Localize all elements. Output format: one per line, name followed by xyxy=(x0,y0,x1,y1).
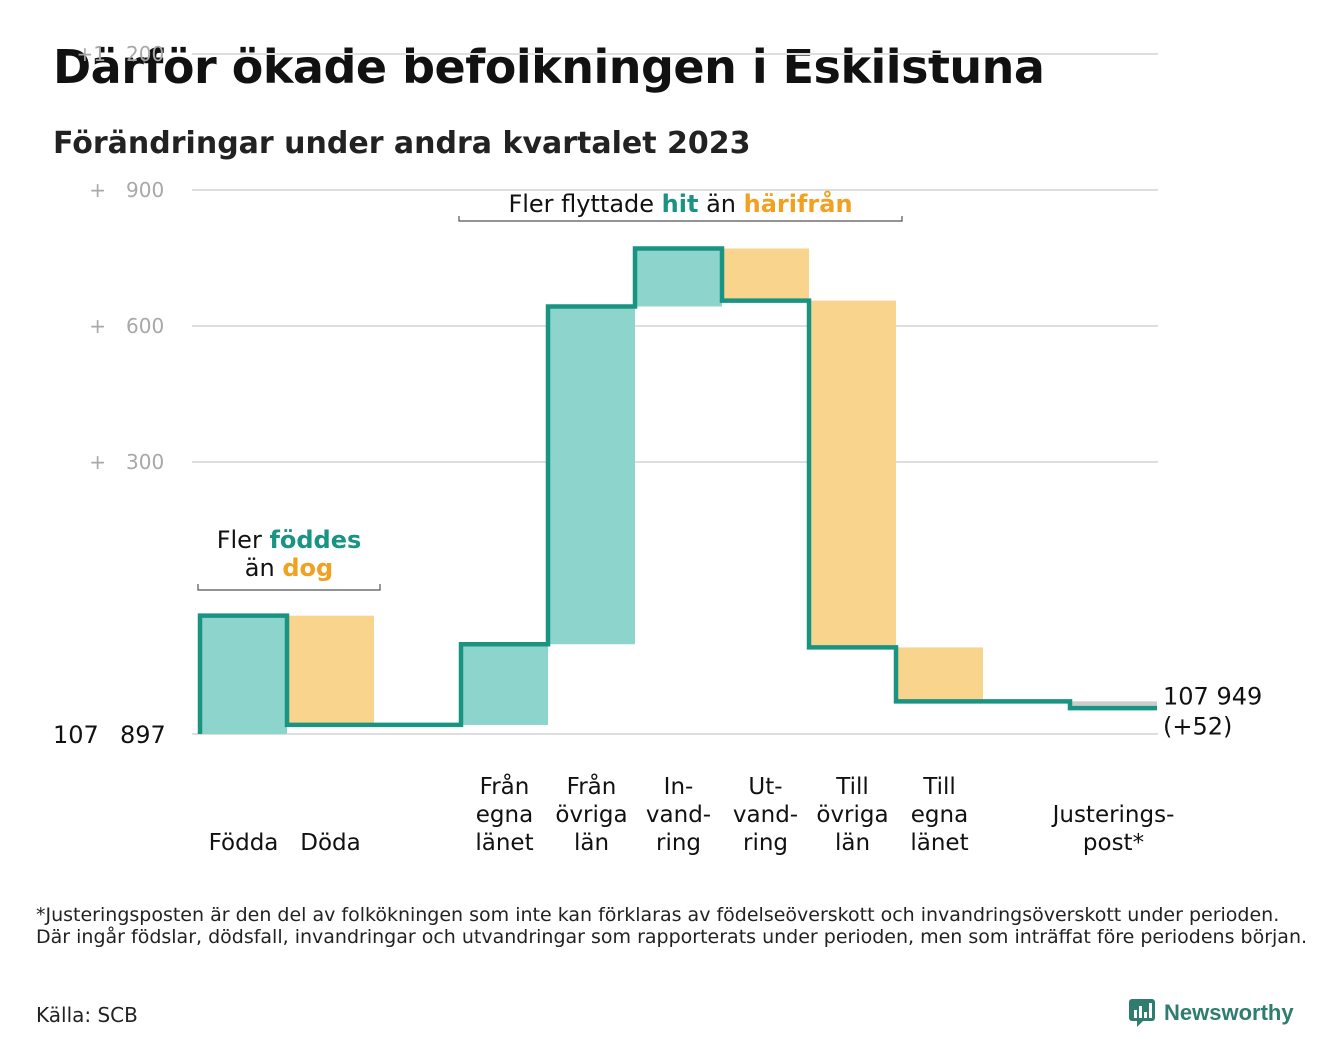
y-tick-label: 600 xyxy=(126,314,164,338)
category-label: egna xyxy=(476,802,533,828)
category-label: Justerings- xyxy=(1051,802,1175,828)
footnote: *Justeringsposten är den del av folkökni… xyxy=(36,904,1308,948)
category-label: övriga xyxy=(555,802,627,828)
annotation-births-line2: än dog xyxy=(245,554,333,582)
waterfall-bar xyxy=(1070,701,1157,709)
waterfall-bar xyxy=(287,615,374,725)
cumulative-step-line xyxy=(197,246,1157,734)
category-label: post* xyxy=(1083,830,1144,856)
category-label: ring xyxy=(656,830,701,856)
chart-subtitle: Förändringar under andra kvartalet 2023 xyxy=(53,126,751,161)
waterfall-bar xyxy=(200,615,287,734)
category-label: ring xyxy=(743,830,788,856)
category-label: länet xyxy=(910,830,968,856)
annotation-births-bracket xyxy=(197,584,381,591)
baseline-label-part: 897 xyxy=(120,721,166,749)
category-label: Ut- xyxy=(748,774,782,800)
category-label: län xyxy=(835,830,870,856)
y-tick-label: 300 xyxy=(126,450,164,474)
category-label: länet xyxy=(475,830,533,856)
category-label: egna xyxy=(911,802,968,828)
category-label: Från xyxy=(567,772,617,800)
waterfall-bar xyxy=(896,647,983,702)
category-label: Döda xyxy=(300,830,360,856)
category-label: län xyxy=(574,830,609,856)
y-tick-prefix: +1 xyxy=(77,42,106,66)
y-tick-prefix: + xyxy=(89,178,106,202)
waterfall-bar xyxy=(461,644,548,725)
waterfall-bar xyxy=(809,300,896,648)
category-label: Från xyxy=(480,772,530,800)
newsworthy-logo-icon xyxy=(1129,999,1155,1027)
end-change-label: (+52) xyxy=(1163,712,1232,740)
annotation-migration-bracket xyxy=(458,216,903,222)
end-value-label: 107 949 xyxy=(1163,682,1262,710)
annotation-births-line1: Fler föddes xyxy=(217,526,362,554)
category-label: Till xyxy=(835,774,869,800)
waterfall-bar xyxy=(635,248,722,307)
source-label: Källa: SCB xyxy=(36,1003,138,1027)
brand-name: Newsworthy xyxy=(1164,1000,1294,1025)
y-tick-label: 900 xyxy=(126,178,164,202)
waterfall-bar xyxy=(548,306,635,645)
y-tick-label: 200 xyxy=(126,42,164,66)
category-label: vand- xyxy=(646,802,711,828)
baseline-label-part: 107 xyxy=(53,721,99,749)
y-tick-prefix: + xyxy=(89,450,106,474)
y-tick-prefix: + xyxy=(89,314,106,338)
annotation-migration: Fler flyttade hit än härifrån xyxy=(508,189,852,218)
category-label: vand- xyxy=(733,802,798,828)
chart-title: Därför ökade befolkningen i Eskilstuna xyxy=(53,40,1045,94)
waterfall-bar xyxy=(722,248,809,301)
category-label: Födda xyxy=(209,830,279,856)
category-label: In- xyxy=(664,774,694,800)
category-label: Till xyxy=(922,774,956,800)
brand-logo: Newsworthy xyxy=(1128,997,1294,1029)
category-label: övriga xyxy=(816,802,888,828)
